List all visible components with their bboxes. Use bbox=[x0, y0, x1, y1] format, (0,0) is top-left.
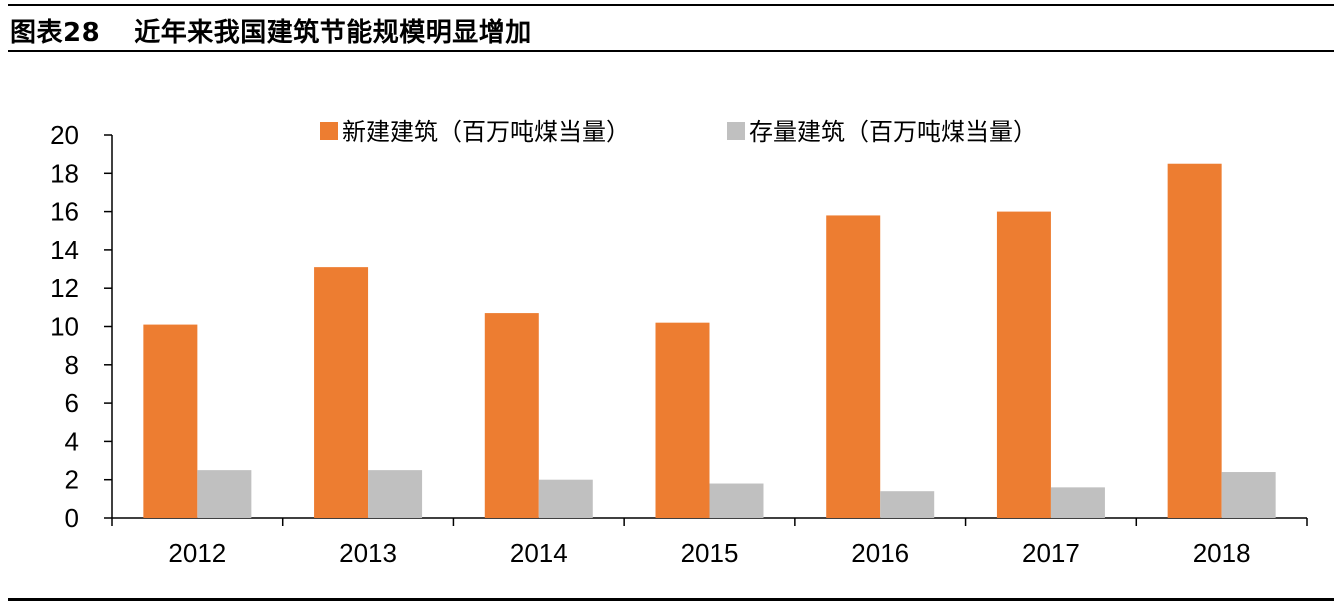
figure-label: 图表28 bbox=[10, 17, 101, 48]
bar-existing-building bbox=[880, 491, 935, 518]
legend-label-existing-building: 存量建筑（百万吨煤当量） bbox=[749, 118, 1037, 146]
y-tick-label: 6 bbox=[65, 388, 79, 418]
legend-swatch-existing-building bbox=[727, 122, 745, 140]
bar-existing-building bbox=[709, 483, 764, 518]
x-tick-label: 2015 bbox=[681, 538, 739, 568]
bar-new-building bbox=[655, 322, 710, 518]
bar-new-building bbox=[484, 313, 539, 518]
legend-swatch-new-building bbox=[320, 122, 338, 140]
bar-new-building bbox=[143, 324, 198, 518]
figure-title: 图表28 近年来我国建筑节能规模明显增加 bbox=[10, 12, 532, 48]
bar-existing-building bbox=[368, 470, 423, 518]
x-tick-label: 2013 bbox=[339, 538, 397, 568]
y-tick-label: 4 bbox=[65, 426, 79, 456]
bottom-rule bbox=[8, 598, 1334, 601]
x-tick-label: 2014 bbox=[510, 538, 568, 568]
bar-new-building bbox=[826, 215, 881, 518]
bar-new-building bbox=[1167, 163, 1222, 518]
x-tick-label: 2017 bbox=[1022, 538, 1080, 568]
bar-existing-building bbox=[1050, 487, 1105, 518]
y-tick-label: 10 bbox=[50, 312, 79, 342]
top-rule bbox=[8, 4, 1334, 6]
x-tick-label: 2016 bbox=[851, 538, 909, 568]
bar-new-building bbox=[314, 267, 369, 518]
y-tick-label: 14 bbox=[50, 235, 79, 265]
title-bottom-rule bbox=[8, 50, 1334, 52]
bar-existing-building bbox=[197, 470, 252, 518]
y-tick-label: 12 bbox=[50, 273, 79, 303]
y-tick-label: 0 bbox=[65, 503, 79, 533]
y-tick-label: 20 bbox=[50, 120, 79, 150]
y-tick-label: 2 bbox=[65, 465, 79, 495]
y-tick-label: 8 bbox=[65, 350, 79, 380]
y-tick-label: 16 bbox=[50, 197, 79, 227]
y-tick-label: 18 bbox=[50, 158, 79, 188]
bar-existing-building bbox=[538, 479, 593, 518]
bar-new-building bbox=[996, 211, 1051, 518]
figure-caption: 近年来我国建筑节能规模明显增加 bbox=[134, 17, 532, 48]
legend-label-new-building: 新建建筑（百万吨煤当量） bbox=[342, 118, 630, 146]
bar-existing-building bbox=[1221, 472, 1276, 518]
x-tick-label: 2018 bbox=[1193, 538, 1251, 568]
x-tick-label: 2012 bbox=[168, 538, 226, 568]
